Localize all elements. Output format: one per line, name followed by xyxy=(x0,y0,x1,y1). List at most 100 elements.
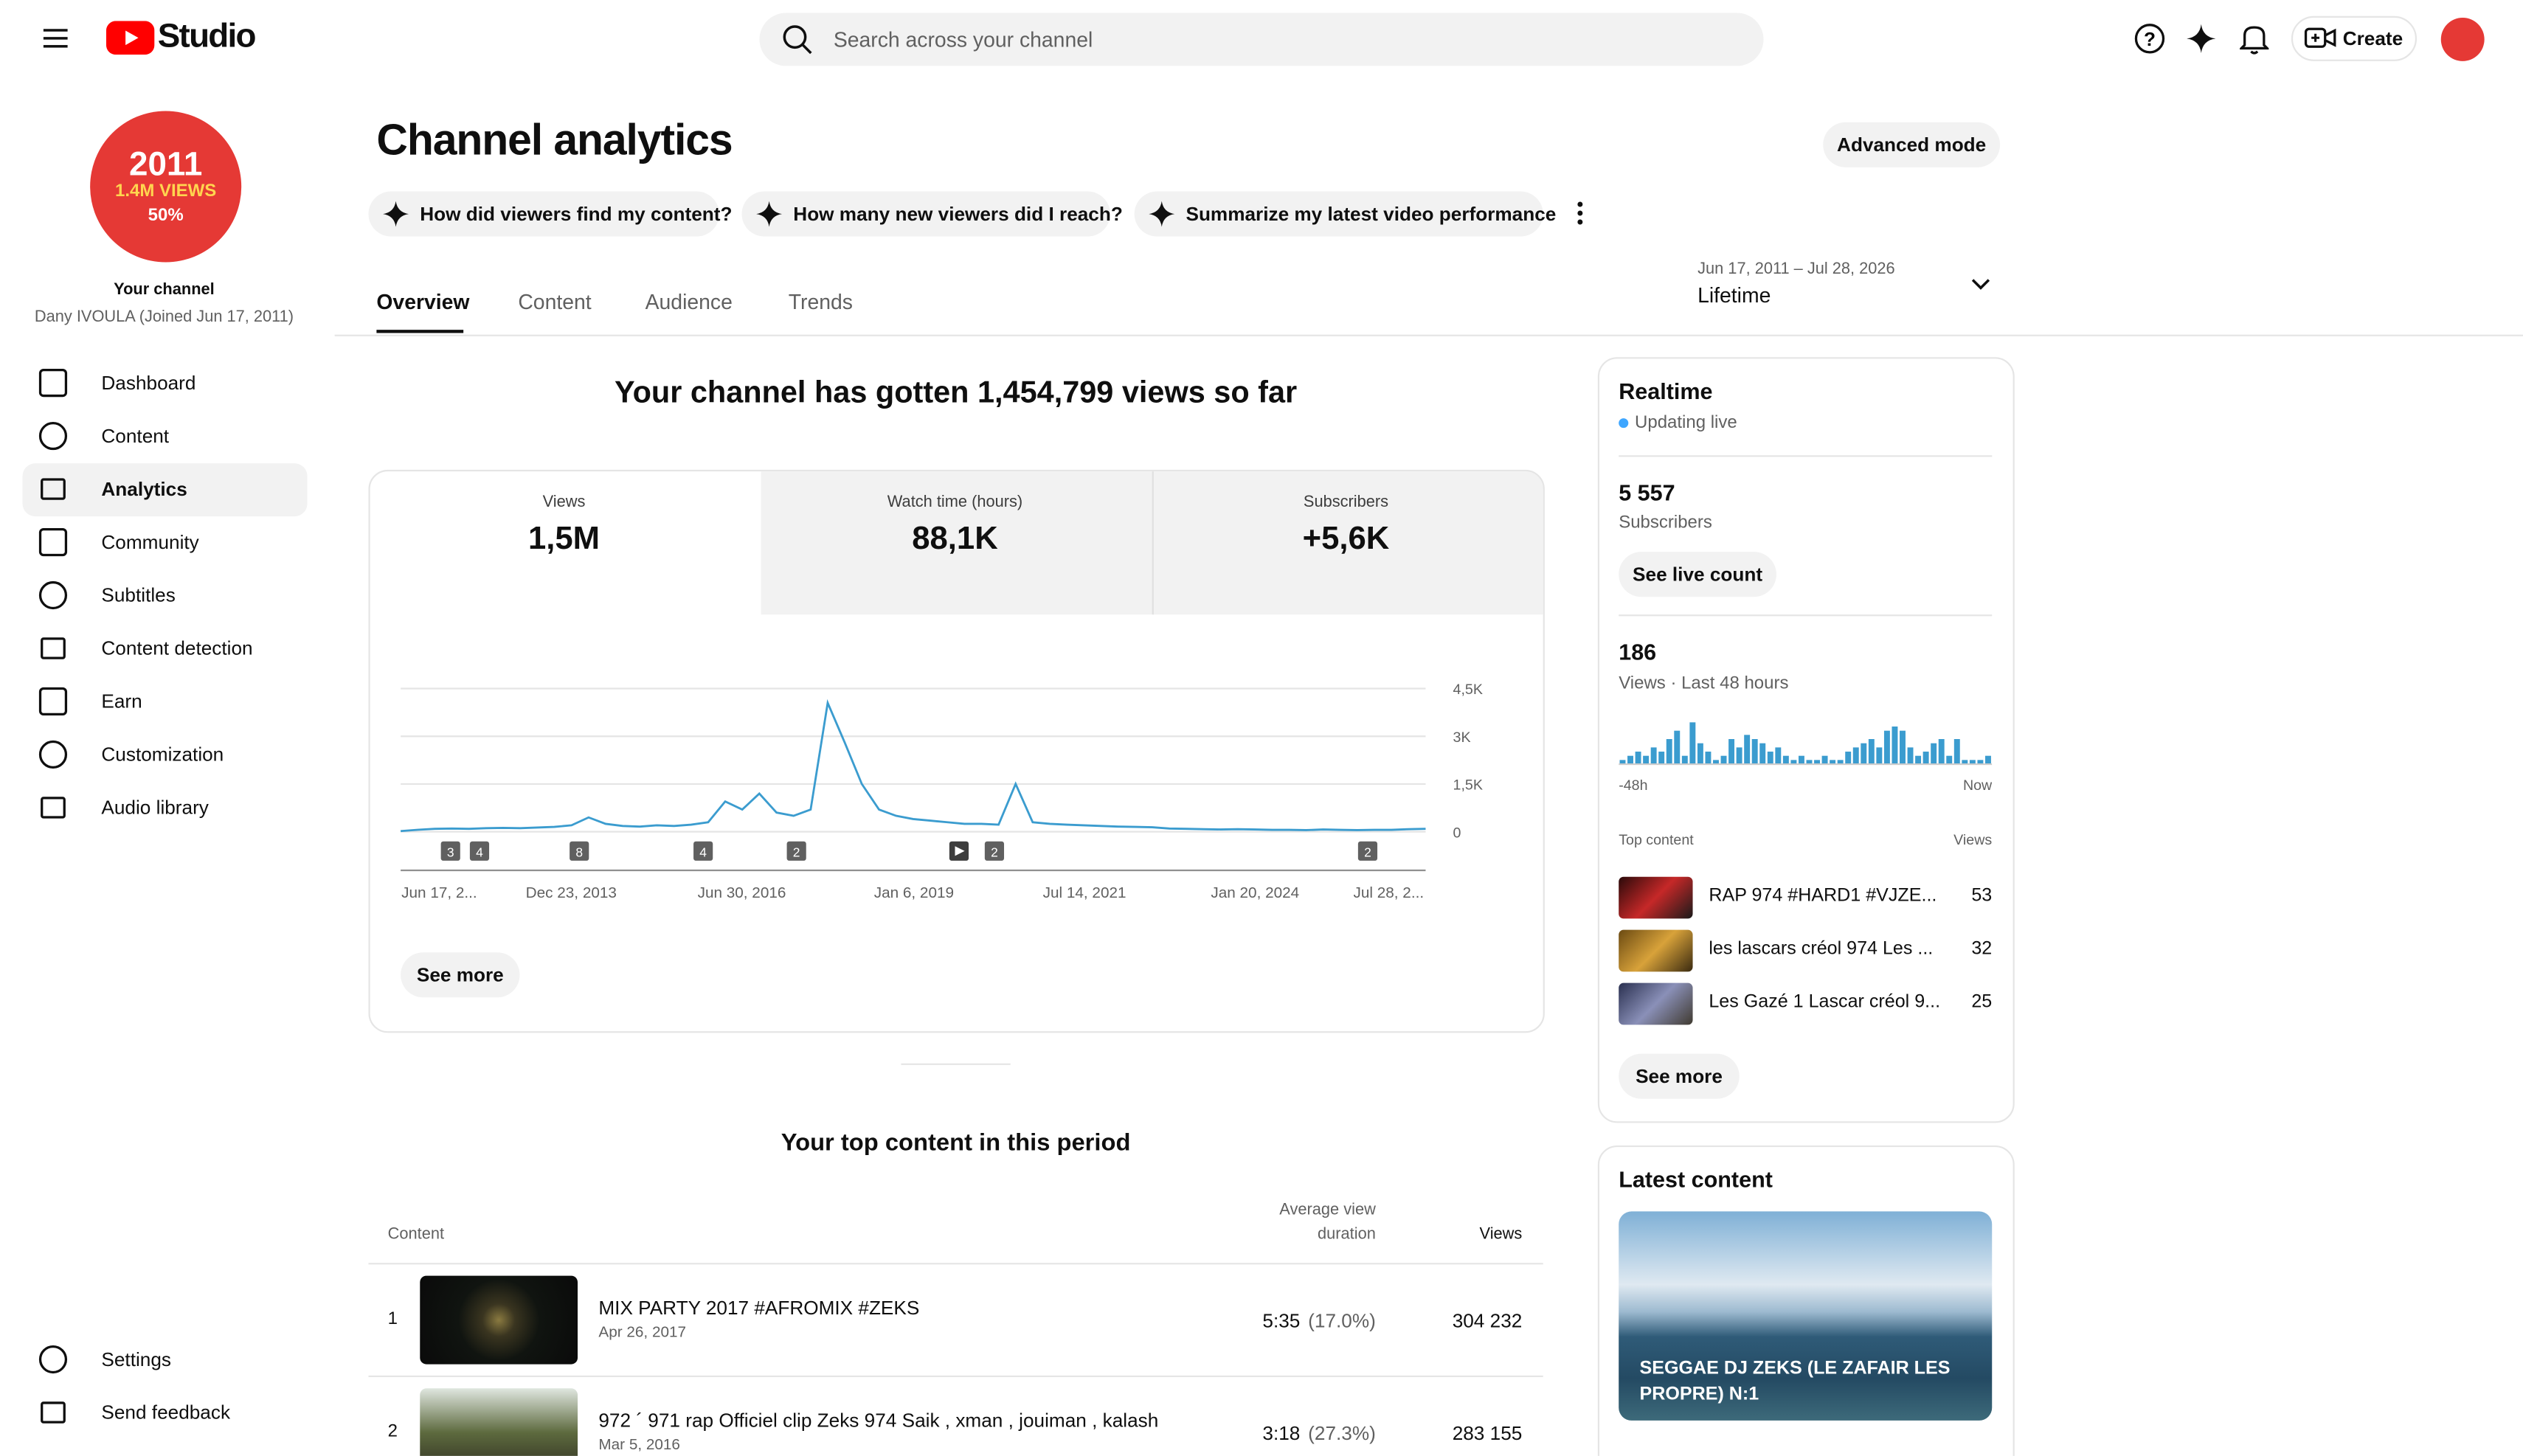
see-more-button[interactable]: See more xyxy=(1619,1053,1740,1099)
tab[interactable]: Overview xyxy=(376,289,470,314)
x-tick-label: Jun 30, 2016 xyxy=(698,884,786,901)
item-title[interactable]: les lascars créol 974 Les ... xyxy=(1709,939,1934,959)
top-content-title: Your top content in this period xyxy=(781,1129,1131,1157)
realtime-views-label: Views · Last 48 hours xyxy=(1619,673,1789,694)
item-thumbnail[interactable] xyxy=(1619,929,1693,972)
metric-value: 1,5M xyxy=(527,521,600,557)
bar xyxy=(1915,755,1922,765)
prompt-chip[interactable] xyxy=(368,191,719,237)
menu-icon[interactable] xyxy=(42,26,71,52)
icon-shape xyxy=(38,740,68,769)
bar xyxy=(1907,747,1914,765)
bar xyxy=(1969,760,1976,765)
bar xyxy=(1798,755,1804,765)
divider xyxy=(1619,455,1993,457)
video-date: Apr 26, 2017 xyxy=(598,1324,687,1342)
x-tick-label: Dec 23, 2013 xyxy=(526,884,617,901)
video-title[interactable]: 972 ´ 971 rap Officiel clip Zeks 974 Sai… xyxy=(598,1409,1159,1432)
realtime-views: 186 xyxy=(1619,638,1657,665)
icon-shape xyxy=(41,637,66,659)
nav-item[interactable]: Content detection xyxy=(101,637,253,660)
icon-shape xyxy=(41,1401,66,1424)
annotation-badge xyxy=(469,841,490,861)
y-tick-label: 0 xyxy=(1453,825,1461,841)
tab[interactable]: Audience xyxy=(645,289,733,314)
prompt-text[interactable]: How did viewers find my content? xyxy=(420,202,733,226)
item-thumbnail[interactable] xyxy=(1619,876,1693,919)
sparkle-icon xyxy=(756,201,783,227)
bell-icon[interactable] xyxy=(2240,23,2269,55)
bar xyxy=(1666,739,1672,765)
nav-item[interactable]: Audio library xyxy=(101,796,209,819)
sparkle xyxy=(383,201,409,227)
bar xyxy=(1962,760,1968,765)
tab[interactable]: Content xyxy=(518,289,592,314)
more-icon[interactable] xyxy=(1574,199,1586,228)
nav-item[interactable]: Community xyxy=(101,530,199,554)
prompt-text[interactable]: Summarize my latest video performance xyxy=(1186,202,1557,226)
item-thumbnail[interactable] xyxy=(1619,982,1693,1025)
create-button[interactable] xyxy=(2291,15,2418,61)
item-title[interactable]: Les Gazé 1 Lascar créol 9... xyxy=(1709,992,1941,1012)
views: 304 232 xyxy=(1452,1309,1523,1332)
latest-thumbnail[interactable] xyxy=(1619,1211,1993,1421)
live-count-button[interactable]: See live count xyxy=(1619,552,1776,597)
help-icon[interactable]: ? xyxy=(2133,23,2166,55)
nav-item[interactable]: Send feedback xyxy=(101,1401,231,1424)
chevron-icon[interactable] xyxy=(1970,277,1993,293)
search-box[interactable] xyxy=(759,13,1764,66)
metric-label: Subscribers xyxy=(1303,493,1389,512)
nav-item[interactable]: Analytics xyxy=(101,477,187,501)
advanced-mode-button[interactable]: Advanced mode xyxy=(1823,122,2001,167)
tab[interactable]: Trends xyxy=(788,289,853,314)
logo-text[interactable]: Studio xyxy=(157,17,257,55)
see-more-button[interactable]: See more xyxy=(401,952,520,998)
table-header: duration xyxy=(1318,1226,1376,1244)
video-thumbnail[interactable] xyxy=(420,1275,578,1365)
bar xyxy=(1837,760,1844,765)
bar xyxy=(1922,752,1929,765)
prompt-text[interactable]: How many new viewers did I reach? xyxy=(793,202,1123,226)
sparkle xyxy=(756,201,783,227)
icon-shape xyxy=(38,527,68,557)
views-chart: 0 1,5K 3K 4,5K 3 4 8 4 2 2 2 Jun 17, 2... Dec 23, 20… xyxy=(400,682,1483,901)
bar xyxy=(1627,755,1633,765)
y-tick-label: 3K xyxy=(1453,729,1471,746)
nav-icon xyxy=(41,478,66,500)
nav-item[interactable]: Settings xyxy=(101,1348,171,1371)
video-thumbnail[interactable] xyxy=(420,1388,578,1456)
table-header: Views xyxy=(1479,1226,1523,1244)
nav-icon xyxy=(38,421,68,451)
item-title[interactable]: RAP 974 #HARD1 #VJZE... xyxy=(1709,886,1937,906)
bar xyxy=(1984,755,1991,765)
nav-icon xyxy=(41,1401,66,1424)
video-date: Mar 5, 2016 xyxy=(598,1436,680,1455)
video-title[interactable]: MIX PARTY 2017 #AFROMIX #ZEKS xyxy=(598,1296,920,1320)
period[interactable]: Lifetime xyxy=(1697,282,1771,308)
nav-item[interactable]: Content xyxy=(101,424,170,448)
nav-item[interactable]: Customization xyxy=(101,743,224,766)
channel-avatar[interactable] xyxy=(90,111,242,263)
prompt-chip[interactable] xyxy=(1134,191,1543,237)
avatar-text: 2011 xyxy=(128,146,203,184)
x-tick-label: Jan 6, 2019 xyxy=(874,884,954,901)
bar xyxy=(1830,760,1836,765)
nav-item[interactable]: Dashboard xyxy=(101,371,196,395)
prompt-chip[interactable] xyxy=(741,191,1110,237)
avatar-text: 50% xyxy=(148,206,184,226)
date-range[interactable]: Jun 17, 2011 – Jul 28, 2026 xyxy=(1697,260,1895,279)
nav-item[interactable]: Earn xyxy=(101,690,142,713)
metric-value: +5,6K xyxy=(1302,521,1390,557)
account-avatar[interactable] xyxy=(2440,17,2485,61)
divider xyxy=(1619,614,1993,617)
annotation-badge xyxy=(570,841,589,861)
bar xyxy=(1650,747,1657,765)
nav-item[interactable]: Subtitles xyxy=(101,583,176,607)
latest-video-title[interactable]: SEGGAE DJ ZEKS (LE ZAFAIR LES PROPRE) N:… xyxy=(1639,1359,1951,1405)
bar xyxy=(1674,730,1681,765)
nav-icon xyxy=(38,580,68,610)
sparkle-icon[interactable] xyxy=(2187,24,2216,53)
bar xyxy=(1681,755,1688,765)
